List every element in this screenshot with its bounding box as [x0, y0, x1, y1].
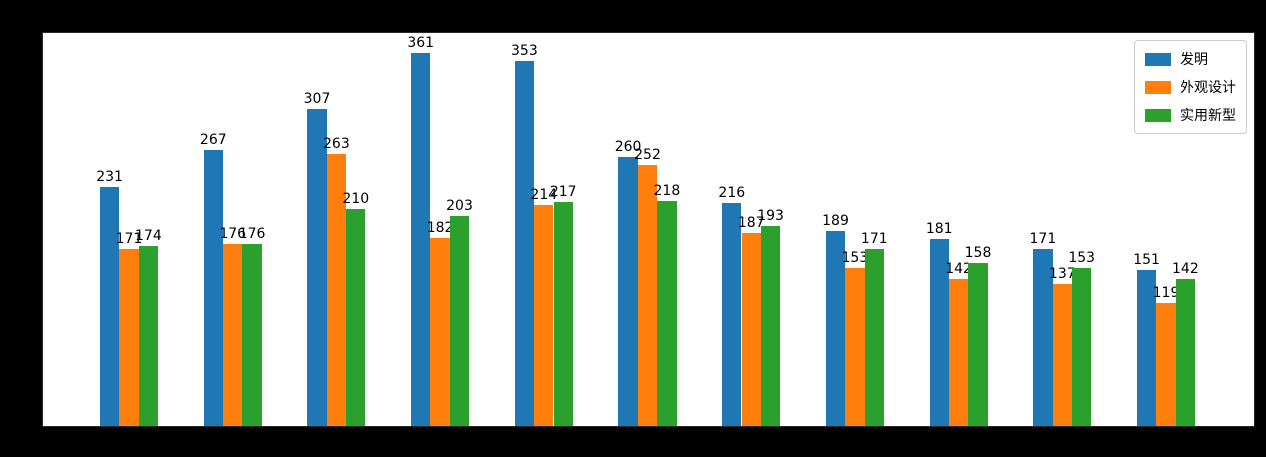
legend: 发明 外观设计 实用新型 — [1134, 40, 1247, 134]
bar-value-label: 153 — [841, 249, 869, 266]
bar-value-label: 174 — [135, 228, 162, 245]
bar-value-label: 353 — [511, 42, 538, 59]
bar-series2-group5 — [657, 200, 677, 426]
legend-item-invention: 发明 — [1145, 49, 1236, 69]
legend-label-utility-model: 实用新型 — [1180, 108, 1236, 124]
bar-series1-group5 — [637, 165, 658, 426]
legend-swatch-design — [1145, 80, 1171, 94]
bar-series0-group1 — [203, 149, 223, 426]
bar-series2-group8 — [968, 262, 988, 426]
bar-value-label: 267 — [199, 131, 227, 148]
bar-value-label: 119 — [1152, 284, 1180, 301]
bar-value-label: 158 — [964, 244, 992, 261]
bar-value-label: 252 — [634, 147, 661, 164]
bar-series1-group4 — [534, 204, 554, 426]
bar-value-label: 216 — [718, 184, 746, 201]
bar-series2-group7 — [864, 249, 884, 426]
bar-value-label: 361 — [407, 34, 435, 51]
bar-series1-group7 — [845, 267, 865, 426]
bar-value-label: 171 — [860, 231, 888, 248]
bar-value-label: 193 — [757, 208, 784, 225]
bar-series0-group2 — [307, 108, 327, 426]
bar-series0-group4 — [514, 60, 535, 426]
bar-series1-group3 — [430, 237, 450, 426]
legend-item-utility-model: 实用新型 — [1145, 105, 1236, 125]
bar-value-label: 142 — [1172, 261, 1199, 278]
bar-series0-group10 — [1136, 269, 1157, 426]
bar-series0-group6 — [722, 202, 742, 426]
bar-series1-group2 — [326, 154, 347, 426]
legend-item-design: 外观设计 — [1145, 77, 1236, 97]
bar-value-label: 214 — [530, 186, 558, 203]
bar-series2-group9 — [1072, 267, 1092, 426]
bar-series0-group0 — [99, 187, 120, 426]
bar-series2-group2 — [346, 208, 366, 426]
bar-value-label: 181 — [925, 220, 953, 237]
bar-series1-group10 — [1156, 302, 1176, 426]
bars-layer: 231 267 307 361 353 260 216 189 181 171 151 171 176 2… — [43, 33, 1254, 426]
legend-swatch-invention — [1145, 52, 1171, 66]
bar-value-label: 151 — [1133, 251, 1160, 268]
bar-series0-group9 — [1033, 249, 1053, 426]
bar-series1-group6 — [741, 232, 761, 426]
bar-value-label: 307 — [303, 90, 331, 107]
plot-area: 231 267 307 361 353 260 216 189 181 171 151 171 176 2… — [43, 33, 1254, 426]
bar-value-label: 137 — [1048, 266, 1076, 283]
legend-label-design: 外观设计 — [1180, 80, 1236, 96]
bar-value-label: 231 — [96, 169, 123, 186]
bar-series0-group8 — [929, 238, 949, 426]
bar-series0-group5 — [618, 157, 638, 426]
bar-value-label: 203 — [446, 198, 473, 215]
bar-value-label: 218 — [653, 182, 681, 199]
bar-value-label: 217 — [549, 183, 577, 200]
bar-series2-group6 — [760, 226, 781, 426]
legend-swatch-utility-model — [1145, 108, 1171, 122]
bar-value-label: 171 — [1029, 231, 1057, 248]
bar-series1-group1 — [223, 243, 243, 426]
bar-series2-group3 — [449, 216, 470, 426]
bar-value-label: 187 — [737, 214, 765, 231]
bar-series2-group1 — [242, 243, 262, 426]
bar-value-label: 189 — [822, 212, 849, 229]
bar-series1-group8 — [948, 279, 969, 426]
bar-series2-group4 — [553, 201, 573, 426]
bar-value-label: 153 — [1068, 249, 1096, 266]
bar-series2-group10 — [1175, 279, 1196, 426]
legend-label-invention: 发明 — [1180, 52, 1208, 68]
bar-series1-group9 — [1052, 284, 1072, 426]
bar-series0-group7 — [825, 230, 846, 426]
bar-series0-group3 — [411, 52, 431, 426]
bar-value-label: 263 — [323, 136, 350, 153]
bar-value-label: 182 — [426, 219, 454, 236]
bar-value-label: 176 — [219, 225, 247, 242]
bar-series2-group0 — [138, 246, 159, 426]
bar-value-label: 210 — [342, 190, 370, 207]
bar-value-label: 142 — [945, 261, 972, 278]
bar-value-label: 176 — [238, 225, 266, 242]
bar-value-label: 171 — [115, 231, 143, 248]
bar-series1-group0 — [119, 249, 139, 426]
bar-value-label: 260 — [614, 139, 642, 156]
